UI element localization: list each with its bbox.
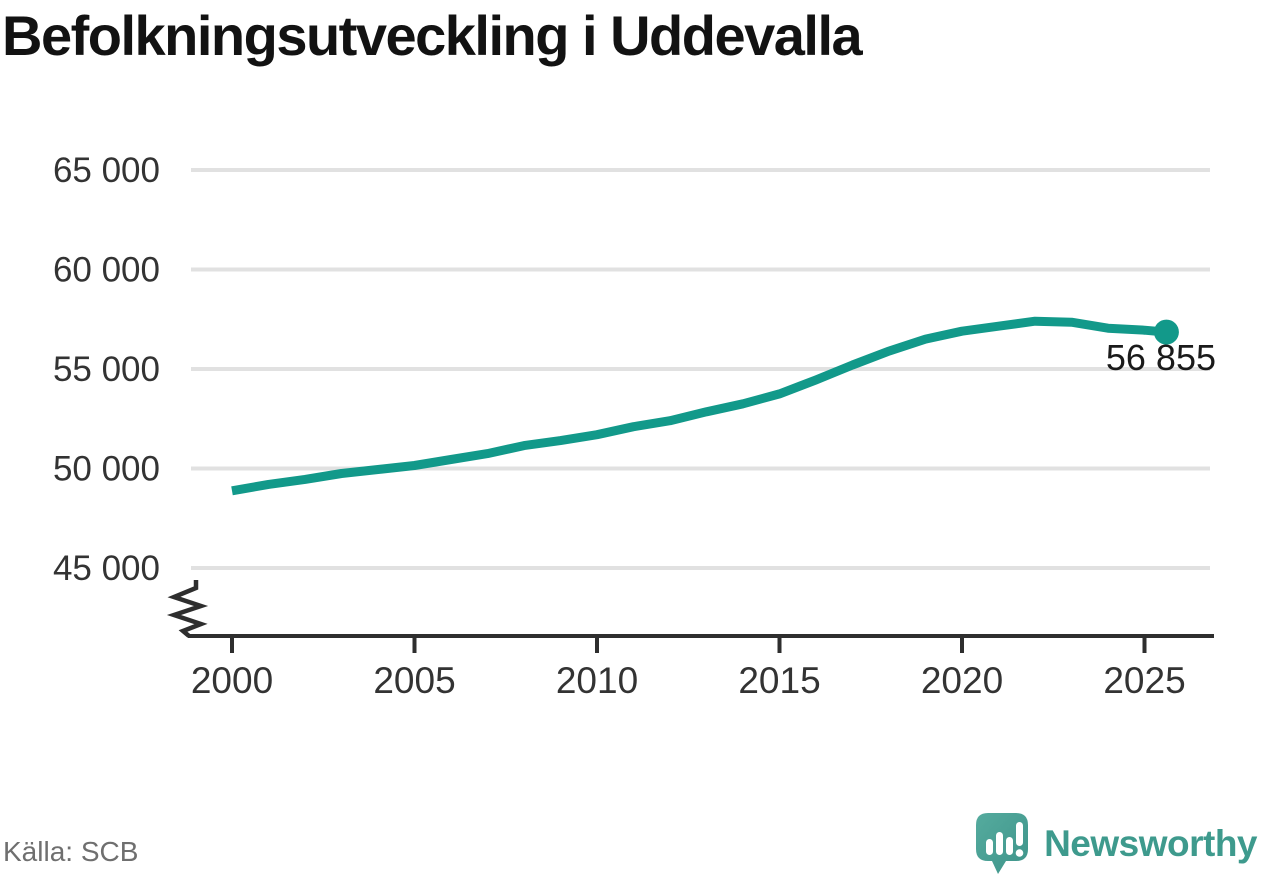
bar-icon-1 <box>986 839 994 855</box>
exclamation-dot-icon <box>1015 849 1024 857</box>
exclamation-bar-icon <box>1016 822 1024 846</box>
newsworthy-logo: Newsworthy <box>976 813 1257 875</box>
x-axis-tick-label: 2005 <box>373 660 455 701</box>
y-axis-break-icon <box>166 580 209 638</box>
x-axis-tick-label: 2000 <box>191 660 273 701</box>
bar-icon-2 <box>996 832 1004 855</box>
x-axis-tick-label: 2025 <box>1103 660 1185 701</box>
source-credit: Källa: SCB <box>3 836 139 867</box>
y-axis-tick-label: 65 000 <box>53 151 160 190</box>
population-line <box>231 316 1167 496</box>
y-axis-tick-label: 50 000 <box>53 450 160 489</box>
latest-value-marker <box>1153 319 1179 345</box>
newsworthy-logo-text: Newsworthy <box>1044 823 1257 864</box>
bar-icon-3 <box>1006 837 1014 855</box>
y-axis-tick-label: 45 000 <box>53 549 160 588</box>
x-axis-tick-label: 2015 <box>738 660 820 701</box>
x-axis-tick-label: 2020 <box>921 660 1003 701</box>
population-line-chart: 45 000 50 000 55 000 60 000 65 000 2000 2005 20… <box>53 151 1216 701</box>
y-axis-tick-label: 55 000 <box>53 350 160 389</box>
latest-value-label: 56 855 <box>1106 337 1216 378</box>
x-axis-tick-label: 2010 <box>556 660 638 701</box>
newsworthy-logo-icon <box>976 813 1029 874</box>
y-axis-tick-label: 60 000 <box>53 251 160 290</box>
chart-title: Befolkningsutveckling i Uddevalla <box>2 4 863 67</box>
